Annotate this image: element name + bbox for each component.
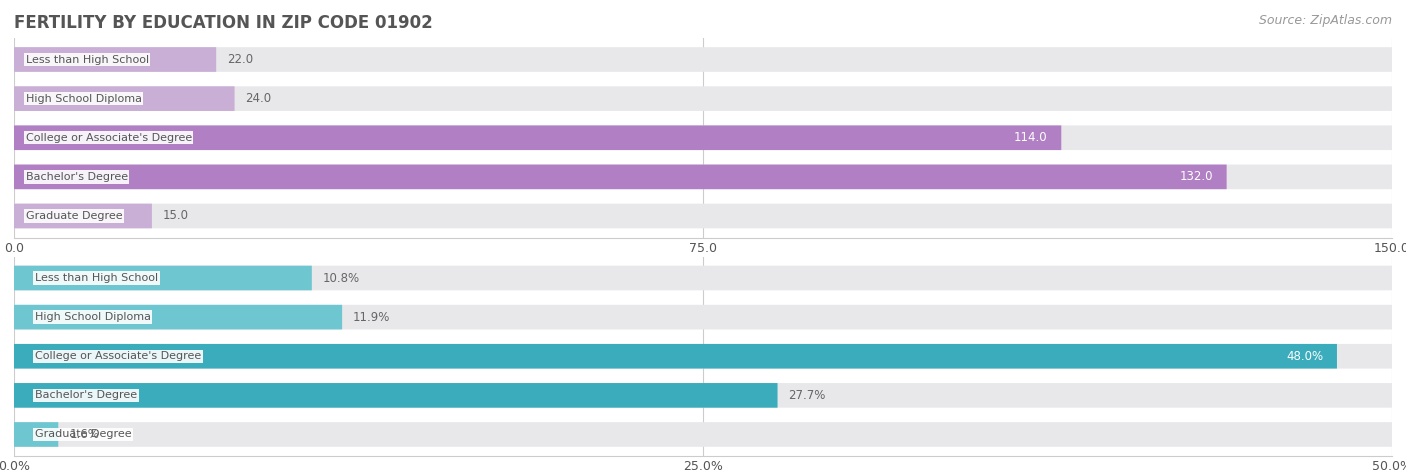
FancyBboxPatch shape — [14, 86, 235, 111]
Text: Graduate Degree: Graduate Degree — [25, 211, 122, 221]
FancyBboxPatch shape — [14, 305, 342, 330]
FancyBboxPatch shape — [14, 422, 58, 447]
Text: College or Associate's Degree: College or Associate's Degree — [25, 133, 191, 143]
FancyBboxPatch shape — [14, 125, 1392, 150]
Text: 48.0%: 48.0% — [1286, 350, 1323, 363]
FancyBboxPatch shape — [14, 383, 778, 408]
FancyBboxPatch shape — [14, 164, 1392, 189]
FancyBboxPatch shape — [14, 204, 152, 228]
Text: 114.0: 114.0 — [1014, 131, 1047, 144]
Text: Source: ZipAtlas.com: Source: ZipAtlas.com — [1258, 14, 1392, 27]
Text: 1.6%: 1.6% — [69, 428, 98, 441]
FancyBboxPatch shape — [14, 47, 1392, 72]
Text: High School Diploma: High School Diploma — [35, 312, 150, 322]
FancyBboxPatch shape — [14, 305, 1392, 330]
Text: 15.0: 15.0 — [163, 209, 188, 222]
FancyBboxPatch shape — [14, 204, 1392, 228]
Text: 11.9%: 11.9% — [353, 311, 391, 323]
FancyBboxPatch shape — [14, 266, 312, 290]
FancyBboxPatch shape — [14, 344, 1337, 369]
Text: 10.8%: 10.8% — [323, 272, 360, 285]
Text: Less than High School: Less than High School — [25, 55, 149, 65]
Text: Bachelor's Degree: Bachelor's Degree — [35, 390, 136, 400]
FancyBboxPatch shape — [14, 422, 1392, 447]
FancyBboxPatch shape — [14, 344, 1392, 369]
FancyBboxPatch shape — [14, 383, 1392, 408]
FancyBboxPatch shape — [14, 266, 1392, 290]
Text: College or Associate's Degree: College or Associate's Degree — [35, 351, 201, 361]
FancyBboxPatch shape — [14, 125, 1062, 150]
FancyBboxPatch shape — [14, 86, 1392, 111]
Text: 22.0: 22.0 — [228, 53, 253, 66]
FancyBboxPatch shape — [14, 47, 217, 72]
Text: 24.0: 24.0 — [246, 92, 271, 105]
Text: 27.7%: 27.7% — [789, 389, 825, 402]
Text: Graduate Degree: Graduate Degree — [35, 429, 131, 439]
Text: FERTILITY BY EDUCATION IN ZIP CODE 01902: FERTILITY BY EDUCATION IN ZIP CODE 01902 — [14, 14, 433, 32]
Text: Less than High School: Less than High School — [35, 273, 157, 283]
Text: 132.0: 132.0 — [1180, 171, 1213, 183]
Text: High School Diploma: High School Diploma — [25, 94, 142, 104]
Text: Bachelor's Degree: Bachelor's Degree — [25, 172, 128, 182]
FancyBboxPatch shape — [14, 164, 1226, 189]
